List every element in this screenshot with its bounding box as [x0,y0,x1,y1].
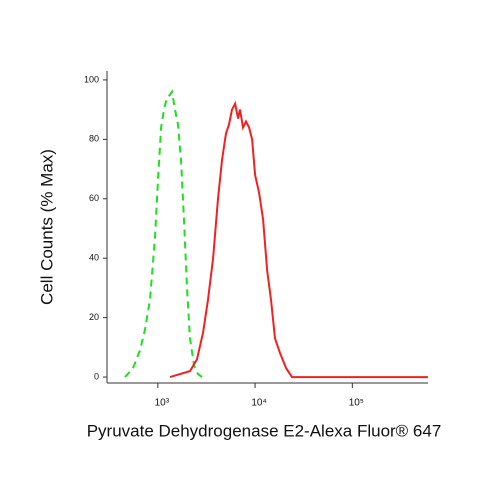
x-tick-label: 10³ [155,398,170,409]
y-tick-label: 0 [94,371,99,381]
y-axis-label: Cell Counts (% Max) [37,149,56,305]
histogram-line [124,89,203,378]
y-tick-label: 100 [84,74,99,84]
x-axis-label: Pyruvate Dehydrogenase E2-Alexa Fluor® 6… [87,421,442,440]
y-tick-label: 60 [89,193,99,203]
histogram-line [169,100,428,379]
x-tick-label: 10⁴ [251,398,266,409]
y-tick-label: 20 [89,312,99,322]
y-tick-label: 80 [89,134,99,144]
x-tick-label: 10⁵ [349,398,364,409]
y-tick-label: 40 [89,253,99,263]
